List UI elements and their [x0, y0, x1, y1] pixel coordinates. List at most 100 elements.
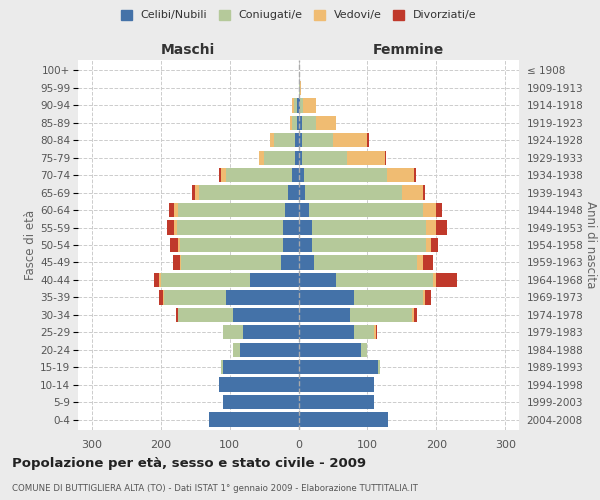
Bar — [226, 168, 292, 182]
Bar — [293, 98, 297, 112]
Bar — [295, 133, 299, 148]
Bar — [302, 116, 316, 130]
Bar — [425, 290, 431, 304]
Bar — [426, 238, 431, 252]
Bar — [299, 378, 374, 392]
Bar — [436, 273, 457, 287]
Text: Femmine: Femmine — [373, 42, 445, 56]
Bar — [199, 186, 288, 200]
Bar — [299, 116, 302, 130]
Bar — [299, 220, 312, 234]
Bar — [431, 238, 439, 252]
Bar — [292, 98, 293, 112]
Bar — [297, 98, 299, 112]
Bar — [167, 220, 174, 234]
Bar — [378, 360, 380, 374]
Bar — [180, 238, 283, 252]
Bar — [164, 290, 226, 304]
Bar — [299, 186, 305, 200]
Bar — [161, 273, 250, 287]
Bar — [250, 273, 299, 287]
Bar — [288, 186, 299, 200]
Bar — [170, 238, 178, 252]
Bar — [299, 256, 314, 270]
Bar — [314, 256, 417, 270]
Bar — [178, 238, 180, 252]
Bar — [295, 150, 299, 165]
Bar — [195, 186, 199, 200]
Bar — [350, 308, 412, 322]
Bar — [299, 238, 312, 252]
Bar — [433, 273, 436, 287]
Bar — [221, 168, 226, 182]
Bar — [221, 360, 223, 374]
Bar — [312, 220, 426, 234]
Bar — [422, 256, 433, 270]
Bar — [292, 168, 299, 182]
Bar — [176, 308, 178, 322]
Bar — [299, 342, 361, 357]
Bar — [180, 256, 181, 270]
Bar — [426, 220, 436, 234]
Bar — [264, 150, 295, 165]
Bar — [233, 308, 299, 322]
Bar — [333, 133, 367, 148]
Bar — [223, 325, 244, 340]
Bar — [353, 290, 422, 304]
Bar — [299, 133, 302, 148]
Bar — [385, 150, 386, 165]
Bar — [259, 150, 264, 165]
Bar — [374, 325, 376, 340]
Text: COMUNE DI BUTTIGLIERA ALTA (TO) - Dati ISTAT 1° gennaio 2009 - Elaborazione TUTT: COMUNE DI BUTTIGLIERA ALTA (TO) - Dati I… — [12, 484, 418, 493]
Bar — [233, 342, 240, 357]
Bar — [181, 256, 281, 270]
Bar — [209, 412, 299, 426]
Bar — [285, 203, 299, 217]
Bar — [178, 308, 233, 322]
Y-axis label: Anni di nascita: Anni di nascita — [584, 202, 597, 288]
Bar — [312, 238, 426, 252]
Bar — [304, 98, 316, 112]
Bar — [299, 360, 378, 374]
Bar — [422, 186, 425, 200]
Bar — [175, 203, 178, 217]
Bar — [193, 186, 195, 200]
Bar — [174, 220, 176, 234]
Bar — [304, 168, 387, 182]
Bar — [387, 168, 414, 182]
Bar — [299, 98, 300, 112]
Bar — [299, 290, 353, 304]
Bar — [274, 133, 295, 148]
Bar — [299, 325, 353, 340]
Y-axis label: Fasce di età: Fasce di età — [25, 210, 37, 280]
Bar — [219, 168, 221, 182]
Bar — [316, 116, 337, 130]
Bar — [337, 273, 433, 287]
Bar — [402, 186, 422, 200]
Bar — [160, 290, 163, 304]
Bar — [353, 325, 374, 340]
Bar — [176, 220, 283, 234]
Text: Popolazione per età, sesso e stato civile - 2009: Popolazione per età, sesso e stato civil… — [12, 458, 366, 470]
Bar — [244, 325, 299, 340]
Bar — [283, 238, 299, 252]
Bar — [281, 256, 299, 270]
Bar — [300, 98, 304, 112]
Bar — [361, 342, 367, 357]
Bar — [376, 325, 377, 340]
Bar — [169, 203, 175, 217]
Bar — [417, 256, 422, 270]
Bar — [223, 395, 299, 409]
Bar — [436, 220, 446, 234]
Bar — [347, 150, 385, 165]
Bar — [367, 133, 369, 148]
Bar — [299, 412, 388, 426]
Bar — [173, 256, 180, 270]
Bar — [412, 308, 413, 322]
Bar — [299, 150, 302, 165]
Bar — [309, 203, 422, 217]
Bar — [219, 378, 299, 392]
Bar — [223, 360, 299, 374]
Bar — [292, 116, 297, 130]
Bar — [299, 81, 300, 95]
